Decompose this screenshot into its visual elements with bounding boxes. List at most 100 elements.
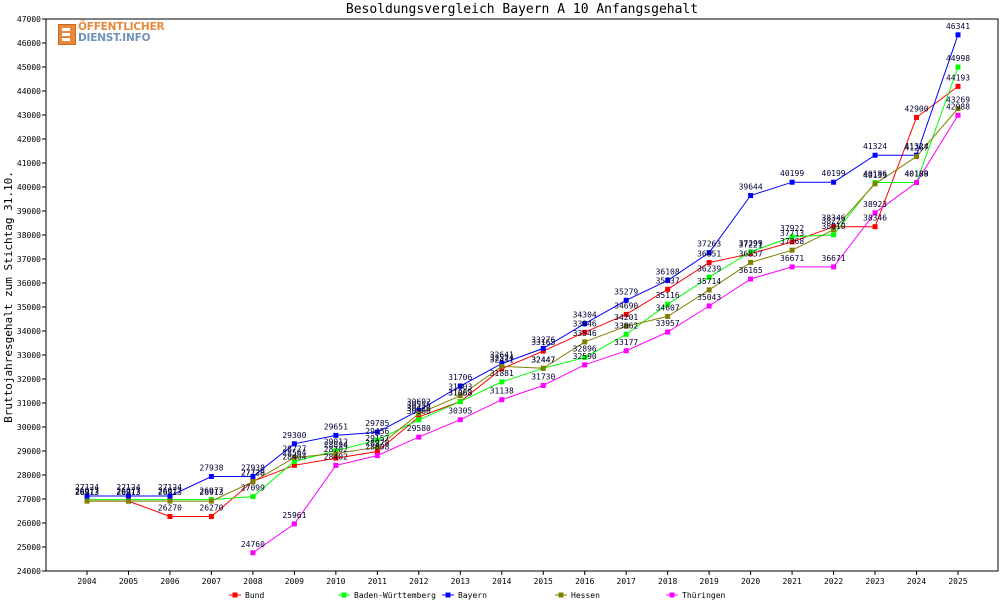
data-label: 32447 [531,355,555,364]
data-point [665,286,671,292]
data-label: 38346 [822,214,846,223]
data-point [831,264,837,270]
data-label: 29580 [407,424,431,433]
data-label: 31058 [448,389,472,398]
data-label: 29456 [365,427,389,436]
data-label: 41267 [904,144,928,153]
data-label: 40188 [904,169,928,178]
data-point [125,493,131,499]
data-label: 37263 [697,240,721,249]
plot-frame [45,18,999,572]
data-point [582,329,588,335]
data-label: 35279 [614,287,638,296]
data-point [955,64,961,70]
x-tick-label: 2013 [451,577,470,586]
data-point [623,348,629,354]
data-label: 28894 [324,441,348,450]
x-tick-label: 2009 [285,577,304,586]
data-point [499,379,505,385]
document-icon [58,24,76,45]
series-line [252,115,959,554]
data-label: 31138 [490,387,514,396]
y-tick-label: 33000 [17,351,41,360]
data-label: 42988 [946,102,970,111]
data-label: 29012 [324,438,348,447]
data-point [955,32,961,38]
data-label: 37922 [780,224,804,233]
site-logo: ÖFFENTLICHER DIENST.INFO [58,22,165,46]
data-label: 34607 [656,303,680,312]
data-point [789,247,795,253]
plot-area: 24000 25000 26000 27000 28000 29000 30000 31000… [17,15,999,600]
x-tick-label: 2017 [617,577,636,586]
x-tick-label: 2006 [160,577,179,586]
data-label: 33546 [573,329,597,338]
data-point [250,550,256,556]
series-line [87,66,959,501]
x-tick-label: 2025 [948,577,967,586]
data-label: 37299 [739,239,763,248]
data-point [789,179,795,185]
x-tick-label: 2018 [658,577,677,586]
logo-text: ÖFFENTLICHER DIENST.INFO [78,22,165,44]
y-tick-label: 27000 [17,495,41,504]
data-label: 40189 [904,169,928,178]
data-label: 31303 [448,383,472,392]
data-label: 38923 [863,200,887,209]
data-label: 30692 [407,397,431,406]
y-tick-label: 35000 [17,303,41,312]
data-point [250,494,256,500]
data-label: 26913 [75,488,99,497]
data-point [374,444,380,450]
data-point [333,462,339,468]
series-line [87,108,959,502]
data-label: 24760 [241,540,265,549]
data-label: 26270 [158,504,182,513]
data-label: 35714 [697,277,721,286]
chart-title: Besoldungsvergleich Bayern A 10 Anfangsg… [346,2,698,17]
legend-swatch [558,592,564,598]
data-label: 34304 [573,311,597,320]
data-point [208,514,214,520]
data-label: 31706 [448,373,472,382]
data-label: 33862 [614,321,638,330]
legend-entry: Baden-Württemberg [354,591,436,600]
data-label: 26977 [158,487,182,496]
x-tick-label: 2011 [368,577,387,586]
data-point [955,83,961,89]
data-label: 27738 [241,468,265,477]
data-label: 41324 [863,142,887,151]
x-tick-label: 2020 [741,577,760,586]
data-label: 44998 [946,54,970,63]
data-label: 26977 [116,487,140,496]
data-point [706,303,712,309]
data-label: 46341 [946,22,970,31]
data-point [540,365,546,371]
data-label: 40133 [863,171,887,180]
data-point [789,264,795,270]
data-label: 32896 [573,344,597,353]
data-point [374,437,380,443]
data-label: 29157 [365,434,389,443]
data-label: 32447 [531,355,555,364]
data-point [499,361,505,367]
data-point [955,106,961,112]
data-label: 30305 [448,407,472,416]
x-tick-label: 2007 [202,577,221,586]
data-point [623,311,629,317]
data-point [208,473,214,479]
data-label: 26977 [75,487,99,496]
data-point [582,362,588,368]
data-point [374,449,380,455]
y-tick-label: 37000 [17,255,41,264]
y-tick-label: 41000 [17,159,41,168]
y-tick-label: 30000 [17,423,41,432]
y-tick-label: 25000 [17,543,41,552]
data-label: 35116 [656,291,680,300]
legend-entry: Hessen [571,591,600,600]
data-point [748,276,754,282]
data-point [291,455,297,461]
data-label: 43269 [946,96,970,105]
data-label: 36239 [697,264,721,273]
data-label: 42900 [904,104,928,113]
